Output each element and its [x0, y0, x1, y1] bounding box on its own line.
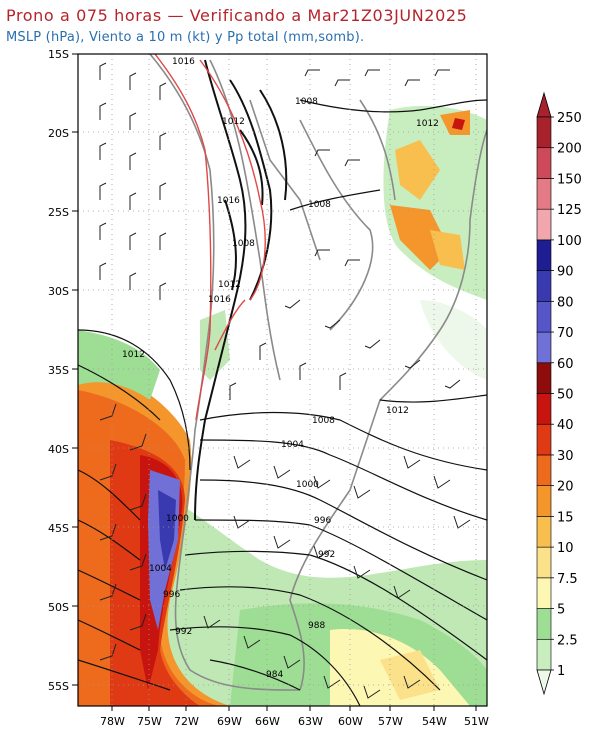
colorbar-label: 250 [557, 111, 582, 126]
isobar-label: 1012 [386, 406, 409, 416]
colorbar-label: 15 [557, 510, 574, 525]
isobar-label: 988 [308, 621, 325, 631]
colorbar-segment [536, 270, 552, 302]
colorbar-segment [536, 546, 552, 579]
map-title: Prono a 075 horas — Verificando a Mar21Z… [6, 6, 468, 25]
lon-label: 72W [174, 715, 199, 728]
wind-barbs [99, 62, 471, 699]
colorbar-label: 70 [557, 326, 574, 341]
colorbar-segment [536, 638, 552, 671]
map-border [77, 53, 488, 707]
lat-label: 45S [48, 522, 69, 535]
colorbar-label: 80 [557, 295, 574, 310]
isobar-label: 996 [163, 590, 180, 600]
colorbar-label: 30 [557, 449, 574, 464]
colorbar-label: 1 [557, 664, 565, 679]
coastlines [149, 54, 487, 691]
colorbar-label: 10 [557, 541, 574, 556]
isobar-label: 1004 [149, 564, 172, 574]
lat-label: 15S [48, 48, 69, 61]
isobar-label: 1016 [208, 295, 231, 305]
isobar-label: 984 [266, 670, 283, 680]
lat-lon-grid [78, 54, 487, 706]
lon-label: 54W [422, 715, 447, 728]
isobar-label: 1012 [222, 117, 245, 127]
lon-label: 63W [298, 715, 323, 728]
colorbar-label: 5 [557, 603, 565, 618]
isobar-label: 1008 [232, 239, 255, 249]
lon-label: 78W [100, 715, 125, 728]
isobar-label: 1016 [217, 196, 240, 206]
colorbar-segment [536, 301, 552, 333]
colorbar-label: 150 [557, 172, 582, 187]
isobar-label: 1016 [172, 57, 195, 67]
colorbar-label: 200 [557, 142, 582, 157]
colorbar-segment [536, 239, 552, 271]
colorbar-label: 20 [557, 480, 574, 495]
colorbar-label: 2.5 [557, 633, 578, 648]
terrain-red-lines [154, 54, 266, 421]
colorbar-label: 100 [557, 234, 582, 249]
colorbar-label: 40 [557, 418, 574, 433]
isobar-label: 996 [314, 516, 331, 526]
lat-label: 25S [48, 206, 69, 219]
colorbar-label: 7.5 [557, 572, 578, 587]
colorbar-segment [536, 208, 552, 241]
isobar-label: 1004 [281, 440, 304, 450]
isobar-label: 992 [175, 627, 192, 637]
colorbar-segment [536, 331, 552, 364]
colorbar-segment [536, 423, 552, 456]
colorbar-segment [536, 116, 552, 149]
lon-label: 60W [338, 715, 363, 728]
lon-label: 66W [255, 715, 280, 728]
colorbar-bottom-arrow [536, 669, 552, 696]
colorbar-segment [536, 577, 552, 609]
colorbar-label: 50 [557, 388, 574, 403]
colorbar-segment [536, 608, 552, 640]
lon-label: 69W [217, 715, 242, 728]
colorbar-label: 90 [557, 265, 574, 280]
isobar-label: 1008 [312, 416, 335, 426]
isobars [78, 99, 487, 706]
isobar-label: 1000 [296, 480, 319, 490]
colorbar-segment [536, 362, 552, 394]
map-subtitle: MSLP (hPa), Viento a 10 m (kt) y Pp tota… [6, 30, 365, 45]
colorbar-top-arrow [536, 91, 552, 118]
terrain-contours [194, 59, 288, 521]
colorbar-segment [536, 393, 552, 425]
lat-label: 35S [48, 364, 69, 377]
isobar-label: 1012 [416, 119, 439, 129]
colorbar-segment [536, 454, 552, 486]
lat-label: 30S [48, 285, 69, 298]
lat-label: 55S [48, 680, 69, 693]
colorbar-label: 60 [557, 357, 574, 372]
isobar-label: 1012 [218, 280, 241, 290]
colorbar-segment [536, 516, 552, 548]
colorbar-segment [536, 485, 552, 517]
lon-label: 51W [464, 715, 489, 728]
latitude-labels: 15S 20S 25S 30S 35S 40S 45S 50S 55S [48, 48, 69, 693]
isobar-label: 1008 [295, 97, 318, 107]
isobar-label: 1012 [122, 350, 145, 360]
isobar-labels: 1016 1008 1012 1016 1008 1008 1012 1016 … [122, 57, 439, 680]
lat-label: 50S [48, 601, 69, 614]
lat-label: 40S [48, 443, 69, 456]
isobar-label: 992 [318, 550, 335, 560]
colorbar-segment [536, 178, 552, 210]
colorbar-label: 125 [557, 203, 582, 218]
isobar-label: 1000 [166, 514, 189, 524]
isobar-label: 1008 [308, 200, 331, 210]
lon-label: 75W [137, 715, 162, 728]
longitude-labels: 78W 75W 72W 69W 66W 63W 60W 57W 54W 51W [100, 715, 489, 728]
lat-label: 20S [48, 127, 69, 140]
colorbar-segment [536, 147, 552, 179]
lon-label: 57W [378, 715, 403, 728]
precipitation-shading [78, 105, 487, 706]
precipitation-colorbar: 1 2.5 5 7.5 10 15 20 30 40 50 60 70 80 90 100 125 150 200… [536, 91, 582, 696]
